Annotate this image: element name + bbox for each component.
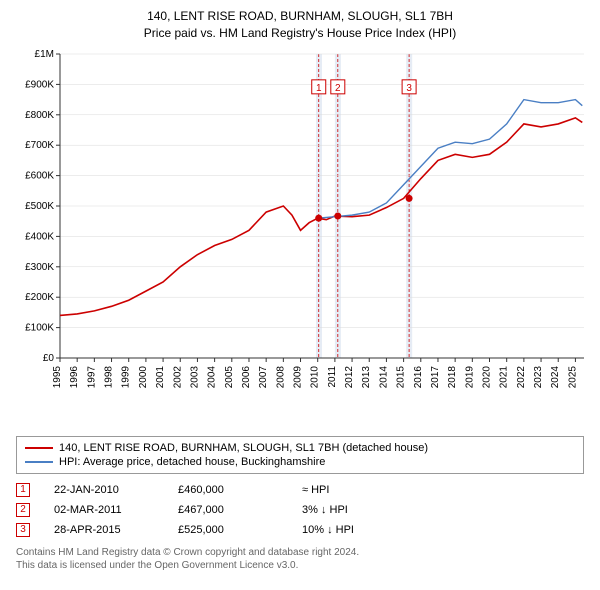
svg-text:1999: 1999 — [121, 365, 132, 388]
svg-text:2017: 2017 — [430, 365, 441, 388]
sale-row-1: 1 22-JAN-2010 £460,000 ≈ HPI — [16, 480, 584, 500]
svg-text:2024: 2024 — [550, 365, 561, 388]
sale-date-1: 22-JAN-2010 — [54, 484, 154, 496]
svg-text:£200K: £200K — [25, 292, 54, 303]
chart-title-block: 140, LENT RISE ROAD, BURNHAM, SLOUGH, SL… — [10, 8, 590, 42]
svg-text:2020: 2020 — [482, 365, 493, 388]
sale-price-2: £467,000 — [178, 504, 278, 516]
svg-text:2013: 2013 — [361, 365, 372, 388]
svg-text:£600K: £600K — [25, 170, 54, 181]
legend-swatch-property — [25, 447, 53, 449]
sale-row-2: 2 02-MAR-2011 £467,000 3% ↓ HPI — [16, 500, 584, 520]
sale-price-1: £460,000 — [178, 484, 278, 496]
svg-text:2018: 2018 — [447, 365, 458, 388]
svg-text:2009: 2009 — [293, 365, 304, 388]
svg-text:3: 3 — [406, 82, 412, 93]
svg-text:2022: 2022 — [516, 365, 527, 388]
footer: Contains HM Land Registry data © Crown c… — [16, 546, 584, 572]
svg-text:£100K: £100K — [25, 322, 54, 333]
price-chart: £0 £100K £200K £300K £400K £500K £600K £700K £80… — [10, 48, 590, 428]
svg-text:2021: 2021 — [499, 365, 510, 388]
svg-text:1998: 1998 — [104, 365, 115, 388]
legend-label-hpi: HPI: Average price, detached house, Buck… — [59, 456, 325, 468]
svg-text:1996: 1996 — [69, 365, 80, 388]
svg-text:2012: 2012 — [344, 365, 355, 388]
title-line1: 140, LENT RISE ROAD, BURNHAM, SLOUGH, SL… — [10, 8, 590, 25]
svg-text:£700K: £700K — [25, 140, 54, 151]
sale-date-2: 02-MAR-2011 — [54, 504, 154, 516]
svg-text:£800K: £800K — [25, 109, 54, 120]
chart-svg: £0 £100K £200K £300K £400K £500K £600K £700K £80… — [10, 48, 590, 428]
sale-row-3: 3 28-APR-2015 £525,000 10% ↓ HPI — [16, 520, 584, 540]
svg-text:2003: 2003 — [189, 365, 200, 388]
svg-text:2006: 2006 — [241, 365, 252, 388]
legend-swatch-hpi — [25, 461, 53, 463]
svg-text:£400K: £400K — [25, 231, 54, 242]
svg-text:2000: 2000 — [138, 365, 149, 388]
svg-text:2023: 2023 — [533, 365, 544, 388]
svg-text:£500K: £500K — [25, 201, 54, 212]
page: 140, LENT RISE ROAD, BURNHAM, SLOUGH, SL… — [0, 0, 600, 580]
legend-item-property: 140, LENT RISE ROAD, BURNHAM, SLOUGH, SL… — [25, 441, 575, 455]
svg-text:1997: 1997 — [86, 365, 97, 388]
legend-label-property: 140, LENT RISE ROAD, BURNHAM, SLOUGH, SL… — [59, 442, 428, 454]
sale-marker-1: 1 — [16, 483, 30, 497]
svg-text:£900K: £900K — [25, 79, 54, 90]
svg-text:2002: 2002 — [172, 365, 183, 388]
sale-price-3: £525,000 — [178, 524, 278, 536]
sale-vs-2: 3% ↓ HPI — [302, 504, 402, 516]
svg-text:2016: 2016 — [413, 365, 424, 388]
svg-text:£0: £0 — [43, 353, 55, 364]
sales-table: 1 22-JAN-2010 £460,000 ≈ HPI 2 02-MAR-20… — [16, 480, 584, 540]
svg-text:2008: 2008 — [275, 365, 286, 388]
footer-line1: Contains HM Land Registry data © Crown c… — [16, 546, 584, 559]
title-line2: Price paid vs. HM Land Registry's House … — [10, 25, 590, 42]
sale-date-3: 28-APR-2015 — [54, 524, 154, 536]
svg-text:£1M: £1M — [35, 49, 54, 60]
svg-text:1: 1 — [316, 82, 322, 93]
footer-line2: This data is licensed under the Open Gov… — [16, 559, 584, 572]
svg-text:2007: 2007 — [258, 365, 269, 388]
legend-item-hpi: HPI: Average price, detached house, Buck… — [25, 455, 575, 469]
svg-text:2005: 2005 — [224, 365, 235, 388]
sale-marker-2: 2 — [16, 503, 30, 517]
svg-text:2019: 2019 — [464, 365, 475, 388]
svg-text:2001: 2001 — [155, 365, 166, 388]
svg-text:2014: 2014 — [378, 365, 389, 388]
legend: 140, LENT RISE ROAD, BURNHAM, SLOUGH, SL… — [16, 436, 584, 474]
svg-text:2004: 2004 — [207, 365, 218, 388]
svg-text:£300K: £300K — [25, 261, 54, 272]
svg-text:2015: 2015 — [396, 365, 407, 388]
svg-text:2025: 2025 — [567, 365, 578, 388]
sale-vs-3: 10% ↓ HPI — [302, 524, 402, 536]
svg-text:2011: 2011 — [327, 365, 338, 387]
svg-text:2010: 2010 — [310, 365, 321, 388]
sale-marker-3: 3 — [16, 523, 30, 537]
svg-text:1995: 1995 — [52, 365, 63, 388]
svg-text:2: 2 — [335, 82, 341, 93]
sale-vs-1: ≈ HPI — [302, 484, 402, 496]
